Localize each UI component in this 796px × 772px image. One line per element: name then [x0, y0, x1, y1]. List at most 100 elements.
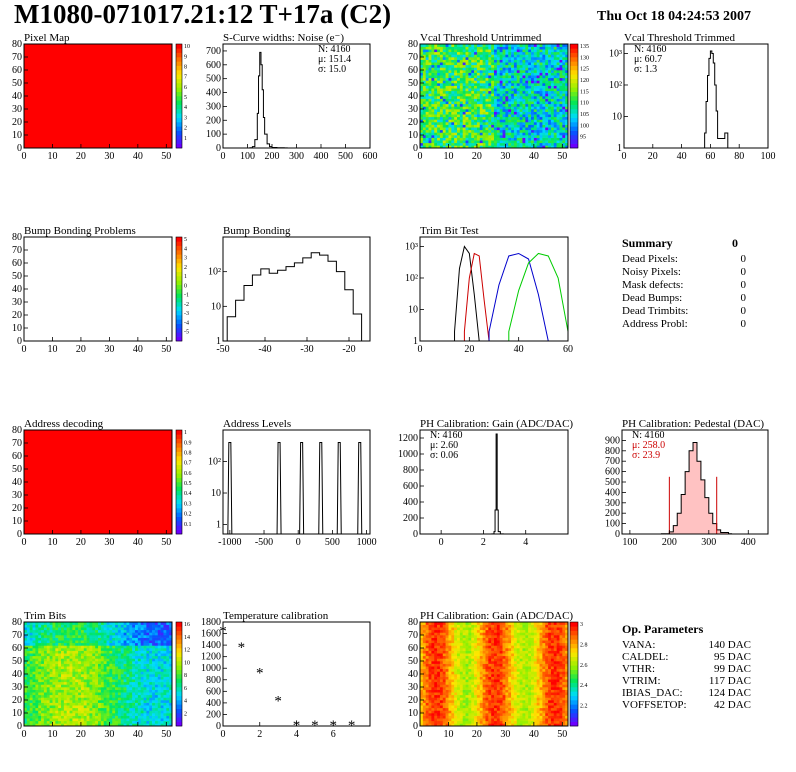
heatmap-cell	[41, 687, 45, 690]
heatmap-cell	[550, 80, 555, 84]
heatmap-cell	[439, 122, 444, 125]
heatmap-cell	[485, 80, 489, 84]
heatmap-cell	[468, 62, 472, 66]
heatmap-cell	[26, 632, 30, 636]
heatmap-cell	[420, 122, 424, 125]
heatmap-cell	[553, 715, 557, 719]
heatmap-cell	[519, 140, 523, 144]
heatmap-cell	[508, 49, 512, 53]
colorbar-segment	[176, 83, 182, 88]
x-tick-label: 30	[104, 344, 114, 355]
heatmap-cell	[100, 702, 104, 706]
heatmap-cell	[157, 692, 161, 696]
heatmap-cell	[41, 668, 45, 672]
heatmap-cell	[476, 49, 481, 53]
heatmap-cell	[548, 124, 552, 128]
heatmap-cell	[451, 96, 455, 99]
heatmap-cell	[565, 111, 569, 115]
heatmap-cell	[494, 44, 498, 47]
heatmap-cell	[562, 75, 566, 79]
heatmap-cell	[556, 106, 560, 110]
heatmap-cell	[499, 129, 503, 133]
heatmap-cell	[46, 702, 50, 706]
colorbar-segment	[176, 284, 182, 290]
heatmap-cell	[106, 637, 110, 641]
heatmap-cell	[61, 715, 65, 719]
heatmap-cell	[422, 122, 426, 125]
heatmap-cell	[52, 671, 56, 675]
colorbar-segment	[176, 87, 182, 92]
heatmap-cell	[109, 713, 113, 716]
heatmap-cell	[494, 67, 498, 71]
heatmap-cell	[482, 83, 486, 86]
heatmap-cell	[106, 629, 110, 633]
heatmap-cell	[143, 707, 147, 711]
heatmap-cell	[565, 62, 569, 66]
heatmap-cell	[61, 697, 65, 701]
heatmap-cell	[439, 98, 444, 102]
heatmap-cell	[69, 720, 73, 724]
heatmap-cell	[505, 106, 509, 110]
heatmap-cell	[66, 687, 70, 690]
heatmap-cell	[46, 650, 50, 654]
heatmap-cell	[531, 124, 535, 128]
heatmap-cell	[75, 635, 79, 638]
heatmap-cell	[43, 710, 48, 714]
heatmap-cell	[482, 715, 486, 719]
heatmap-cell	[528, 101, 532, 105]
heatmap-cell	[462, 122, 466, 125]
heatmap-cell	[505, 129, 509, 133]
heatmap-cell	[169, 648, 173, 651]
heatmap-cell	[35, 700, 39, 703]
heatmap-cell	[126, 632, 130, 636]
heatmap-cell	[485, 44, 489, 47]
heatmap-cell	[117, 710, 122, 714]
heatmap-cell	[120, 632, 124, 636]
heatmap-cell	[43, 718, 48, 722]
heatmap-cell	[29, 684, 33, 688]
heatmap-cell	[525, 109, 529, 112]
heatmap-cell	[485, 90, 489, 94]
heatmap-cell	[43, 635, 48, 638]
heatmap-cell	[132, 687, 136, 690]
heatmap-cell	[496, 101, 500, 105]
heatmap-cell	[428, 109, 432, 112]
heatmap-cell	[553, 77, 557, 81]
heatmap-cell	[75, 622, 79, 625]
heatmap-cell	[75, 627, 79, 631]
heatmap-cell	[24, 715, 28, 719]
heatmap-cell	[539, 132, 543, 136]
x-tick-label: 100	[240, 151, 255, 162]
heatmap-cell	[160, 658, 164, 662]
heatmap-cell	[468, 98, 472, 102]
heatmap-cell	[55, 702, 59, 706]
heatmap-cell	[445, 83, 449, 86]
heatmap-cell	[63, 679, 67, 683]
heatmap-cell	[69, 702, 73, 706]
heatmap-cell	[109, 694, 113, 698]
colorbar-tick-label: 3	[184, 115, 187, 121]
heatmap-cell	[149, 624, 153, 628]
heatmap-cell	[72, 650, 76, 654]
heatmap-cell	[83, 653, 87, 657]
heatmap-cell	[61, 653, 65, 657]
heatmap-cell	[32, 642, 36, 646]
colorbar-segment	[176, 447, 182, 452]
heatmap-cell	[157, 676, 161, 680]
heatmap-cell	[434, 127, 438, 131]
heatmap-cell	[437, 713, 441, 716]
heatmap-cell	[69, 694, 73, 698]
heatmap-cell	[46, 713, 50, 716]
heatmap-cell	[491, 49, 495, 53]
heatmap-cell	[75, 681, 79, 685]
heatmap-cell	[86, 661, 90, 664]
y-tick-label: 1	[617, 143, 622, 154]
heatmap-cell	[482, 88, 486, 92]
heatmap-cell	[112, 715, 116, 719]
heatmap-cell	[24, 689, 28, 693]
heatmap-cell	[137, 650, 141, 654]
heatmap-cell	[58, 718, 62, 722]
heatmap-cell	[115, 655, 119, 659]
heatmap-cell	[494, 132, 498, 136]
heatmap-cell	[471, 96, 475, 99]
